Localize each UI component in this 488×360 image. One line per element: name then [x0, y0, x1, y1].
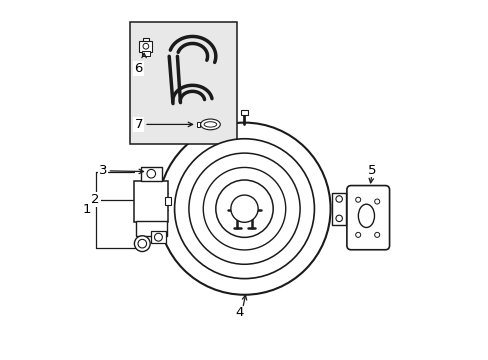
Circle shape — [188, 153, 300, 264]
Circle shape — [147, 170, 155, 178]
Circle shape — [215, 180, 273, 237]
Bar — [196, 122, 200, 127]
Circle shape — [174, 139, 314, 279]
Bar — [142, 38, 148, 41]
Circle shape — [374, 199, 379, 204]
Circle shape — [203, 167, 285, 250]
Bar — [136, 221, 166, 237]
Text: 5: 5 — [367, 164, 375, 177]
Bar — [129, 22, 237, 144]
Text: 4: 4 — [234, 306, 243, 319]
Circle shape — [355, 197, 360, 202]
Circle shape — [335, 215, 342, 222]
Circle shape — [355, 232, 360, 237]
Circle shape — [134, 236, 150, 252]
Bar — [134, 181, 168, 222]
Bar — [151, 231, 166, 243]
Circle shape — [158, 123, 330, 295]
Ellipse shape — [203, 122, 216, 127]
Circle shape — [154, 233, 162, 241]
FancyBboxPatch shape — [346, 185, 389, 250]
Circle shape — [335, 196, 342, 202]
Circle shape — [374, 232, 379, 237]
Text: 3: 3 — [99, 165, 107, 177]
Bar — [332, 193, 346, 225]
Text: 1: 1 — [82, 203, 91, 216]
Text: 2: 2 — [91, 193, 100, 206]
Ellipse shape — [200, 119, 220, 130]
Bar — [142, 51, 150, 56]
Text: 6: 6 — [134, 62, 142, 75]
Bar — [140, 167, 162, 181]
Bar — [241, 110, 247, 116]
Circle shape — [138, 239, 146, 248]
Circle shape — [142, 43, 148, 49]
Ellipse shape — [358, 204, 374, 228]
Circle shape — [230, 195, 258, 222]
Bar — [139, 41, 152, 52]
Bar — [164, 197, 171, 205]
Text: 7: 7 — [134, 118, 142, 131]
